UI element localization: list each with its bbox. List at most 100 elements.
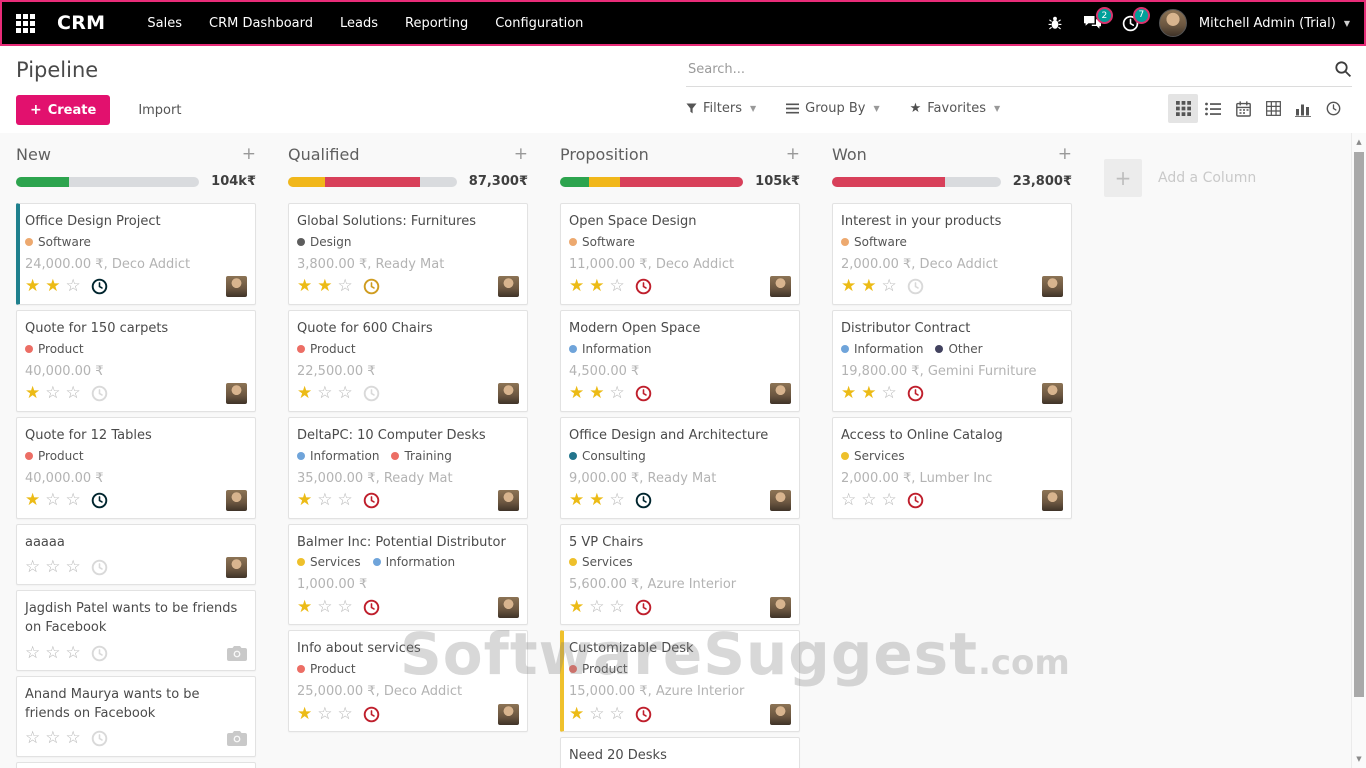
priority-star-icon[interactable]: ★ [589,490,605,511]
nav-menu-item-leads[interactable]: Leads [340,15,379,31]
scroll-up-arrow-icon[interactable]: ▲ [1356,138,1362,146]
kanban-card[interactable]: Jagdish Patel wants to be friends on Fac… [16,590,256,672]
activity-clock-icon[interactable] [91,278,108,295]
tag-software[interactable]: Software [25,235,91,249]
priority-star-icon[interactable]: ☆ [609,703,625,724]
tag-services[interactable]: Services [569,555,633,569]
priority-star-icon[interactable]: ☆ [65,383,81,404]
filters-dropdown[interactable]: Filters ▼ [686,101,756,116]
kanban-card[interactable]: 5 VP Chairs Services 5,600.00 ₹, Azure Int… [560,523,800,626]
tag-product[interactable]: Product [569,662,628,676]
tag-other[interactable]: Other [935,342,983,356]
kanban-card[interactable]: Quote for 600 Chairs Product 22,500.00 ₹ ★ ☆… [288,309,528,412]
kanban-card[interactable]: Re: Offerings from SoftwareSuggest || Te… [16,761,256,768]
kanban-card[interactable]: Balmer Inc: Potential Distributor Service… [288,523,528,626]
list-view-button[interactable] [1198,94,1228,123]
priority-star-icon[interactable]: ★ [25,383,41,404]
salesperson-avatar[interactable] [1042,490,1063,512]
priority-star-icon[interactable]: ☆ [861,490,877,511]
favorites-dropdown[interactable]: ★ Favorites ▼ [909,101,1001,116]
priority-star-icon[interactable]: ★ [861,276,877,297]
kanban-card[interactable]: Office Design Project Software 24,000.00 ₹… [16,203,256,305]
nav-menu-item-sales[interactable]: Sales [147,15,182,31]
priority-star-icon[interactable]: ☆ [317,490,333,511]
add-column-button[interactable]: + [1104,159,1142,197]
activity-clock-icon[interactable] [363,385,380,402]
priority-star-icon[interactable]: ☆ [609,490,625,511]
priority-star-icon[interactable]: ★ [25,276,41,297]
tag-product[interactable]: Product [25,449,84,463]
tag-information[interactable]: Information [569,342,651,356]
kanban-card[interactable]: Office Design and Architecture Consulting… [560,416,800,519]
tag-services[interactable]: Services [841,449,905,463]
priority-star-icon[interactable]: ☆ [65,728,81,749]
priority-star-icon[interactable]: ★ [297,596,313,617]
salesperson-avatar[interactable] [498,490,519,512]
activity-clock-icon[interactable] [907,278,924,295]
quick-add-icon[interactable]: + [241,144,256,164]
kanban-card[interactable]: aaaaa ☆ ☆ ☆ [16,523,256,586]
activity-clock-icon[interactable] [91,492,108,509]
salesperson-avatar[interactable] [770,276,791,298]
salesperson-avatar[interactable] [770,383,791,405]
column-title[interactable]: New [16,145,51,164]
priority-star-icon[interactable]: ☆ [881,490,897,511]
vertical-scrollbar[interactable]: ▲ ▼ [1351,133,1366,768]
activity-clock-icon[interactable] [363,599,380,616]
priority-star-icon[interactable]: ☆ [337,383,353,404]
priority-star-icon[interactable]: ☆ [589,596,605,617]
bug-icon[interactable] [1047,15,1063,31]
priority-star-icon[interactable]: ★ [589,276,605,297]
activity-clock-icon[interactable] [363,492,380,509]
kanban-card[interactable]: Distributor Contract Information Other 19,8… [832,309,1072,412]
import-button[interactable]: Import [132,102,187,119]
nav-menu-item-crm-dashboard[interactable]: CRM Dashboard [209,15,313,31]
activity-clock-icon[interactable] [635,706,652,723]
priority-star-icon[interactable]: ★ [569,383,585,404]
activity-clock-icon[interactable] [91,385,108,402]
tag-product[interactable]: Product [297,662,356,676]
kanban-card[interactable]: DeltaPC: 10 Computer Desks Information Tra… [288,416,528,519]
priority-star-icon[interactable]: ★ [589,383,605,404]
salesperson-avatar[interactable] [770,596,791,618]
tag-information[interactable]: Information [372,555,455,569]
salesperson-avatar[interactable] [770,490,791,512]
activity-clock-icon[interactable] [91,730,108,747]
tag-consulting[interactable]: Consulting [569,449,646,463]
nav-menu-item-reporting[interactable]: Reporting [405,15,469,31]
tag-information[interactable]: Information [297,449,379,463]
kanban-card[interactable]: Access to Online Catalog Services 2,000.00… [832,416,1072,519]
column-title[interactable]: Qualified [288,145,360,164]
priority-star-icon[interactable]: ★ [861,383,877,404]
activity-clock-icon[interactable] [91,559,108,576]
priority-star-icon[interactable]: ☆ [609,383,625,404]
priority-star-icon[interactable]: ★ [297,383,313,404]
priority-star-icon[interactable]: ★ [25,490,41,511]
graph-view-button[interactable] [1288,94,1318,123]
activity-view-button[interactable] [1318,94,1348,123]
kanban-card[interactable]: Quote for 150 carpets Product 40,000.00 ₹ ★… [16,309,256,412]
search-icon[interactable] [1334,60,1352,78]
priority-star-icon[interactable]: ☆ [841,490,857,511]
messages-icon[interactable]: 2 [1083,7,1113,31]
nav-menu-item-configuration[interactable]: Configuration [495,15,584,31]
priority-star-icon[interactable]: ★ [317,276,333,297]
quick-add-icon[interactable]: + [785,144,800,164]
activity-clock-icon[interactable] [91,645,108,662]
priority-star-icon[interactable]: ☆ [881,276,897,297]
priority-star-icon[interactable]: ★ [297,703,313,724]
kanban-card[interactable]: Anand Maurya wants to be friends on Face… [16,676,256,757]
scrollbar-thumb[interactable] [1354,152,1364,697]
priority-star-icon[interactable]: ☆ [589,703,605,724]
priority-star-icon[interactable]: ☆ [317,383,333,404]
activity-clock-icon[interactable] [363,706,380,723]
tag-information[interactable]: Information [841,342,923,356]
priority-star-icon[interactable]: ☆ [609,276,625,297]
priority-star-icon[interactable]: ★ [297,490,313,511]
priority-star-icon[interactable]: ★ [569,490,585,511]
tag-design[interactable]: Design [297,235,351,249]
priority-star-icon[interactable]: ★ [297,276,313,297]
activity-clock-icon[interactable] [635,599,652,616]
priority-star-icon[interactable]: ☆ [45,490,61,511]
kanban-card[interactable]: Modern Open Space Information 4,500.00 ₹ ★ ★… [560,309,800,412]
